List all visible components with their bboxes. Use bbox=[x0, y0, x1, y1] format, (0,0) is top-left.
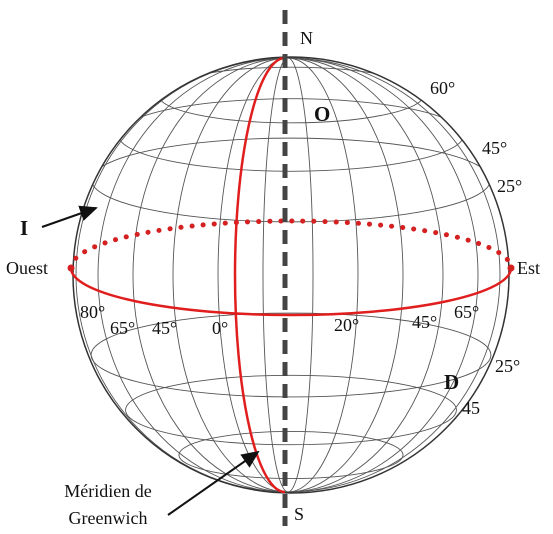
point-d: D bbox=[444, 370, 459, 394]
west-label: Ouest bbox=[6, 258, 48, 278]
latitude-label: 25° bbox=[495, 356, 520, 376]
parallel-line bbox=[125, 374, 457, 446]
longitude-label: 65° bbox=[110, 318, 135, 338]
arrow-greenwich bbox=[167, 450, 260, 516]
parallel-line bbox=[178, 431, 404, 479]
south-label: S bbox=[294, 504, 304, 524]
meridian-caption: Greenwich bbox=[69, 508, 148, 528]
longitude-label: 0° bbox=[212, 318, 228, 338]
parallel-line bbox=[117, 98, 465, 172]
longitude-label: 45° bbox=[152, 318, 177, 338]
latitude-label: 25° bbox=[497, 176, 522, 196]
longitude-label: 80° bbox=[80, 302, 105, 322]
east-point bbox=[507, 264, 515, 272]
equator-front bbox=[69, 267, 513, 317]
meridian-caption: Méridien de bbox=[64, 481, 151, 501]
parallel-line bbox=[90, 312, 492, 398]
latitude-label: 45 bbox=[462, 398, 480, 418]
globe-grid bbox=[75, 57, 501, 493]
latitude-label: 60° bbox=[430, 78, 455, 98]
longitude-label: 20° bbox=[334, 315, 359, 335]
globe-outline bbox=[72, 56, 510, 494]
latitude-label: 45° bbox=[482, 138, 507, 158]
west-point bbox=[67, 264, 75, 272]
point-o: O bbox=[314, 102, 330, 126]
east-label: Est bbox=[517, 258, 540, 278]
parallel-line bbox=[91, 137, 491, 223]
meridian-line bbox=[75, 57, 501, 493]
equator-back bbox=[68, 218, 514, 271]
arrow-i bbox=[41, 205, 98, 228]
north-label: N bbox=[300, 28, 313, 48]
longitude-label: 45° bbox=[412, 312, 437, 332]
longitude-label: 65° bbox=[454, 302, 479, 322]
parallel-line bbox=[157, 66, 425, 124]
point-i: I bbox=[20, 216, 28, 240]
greenwich-meridian bbox=[233, 56, 286, 494]
